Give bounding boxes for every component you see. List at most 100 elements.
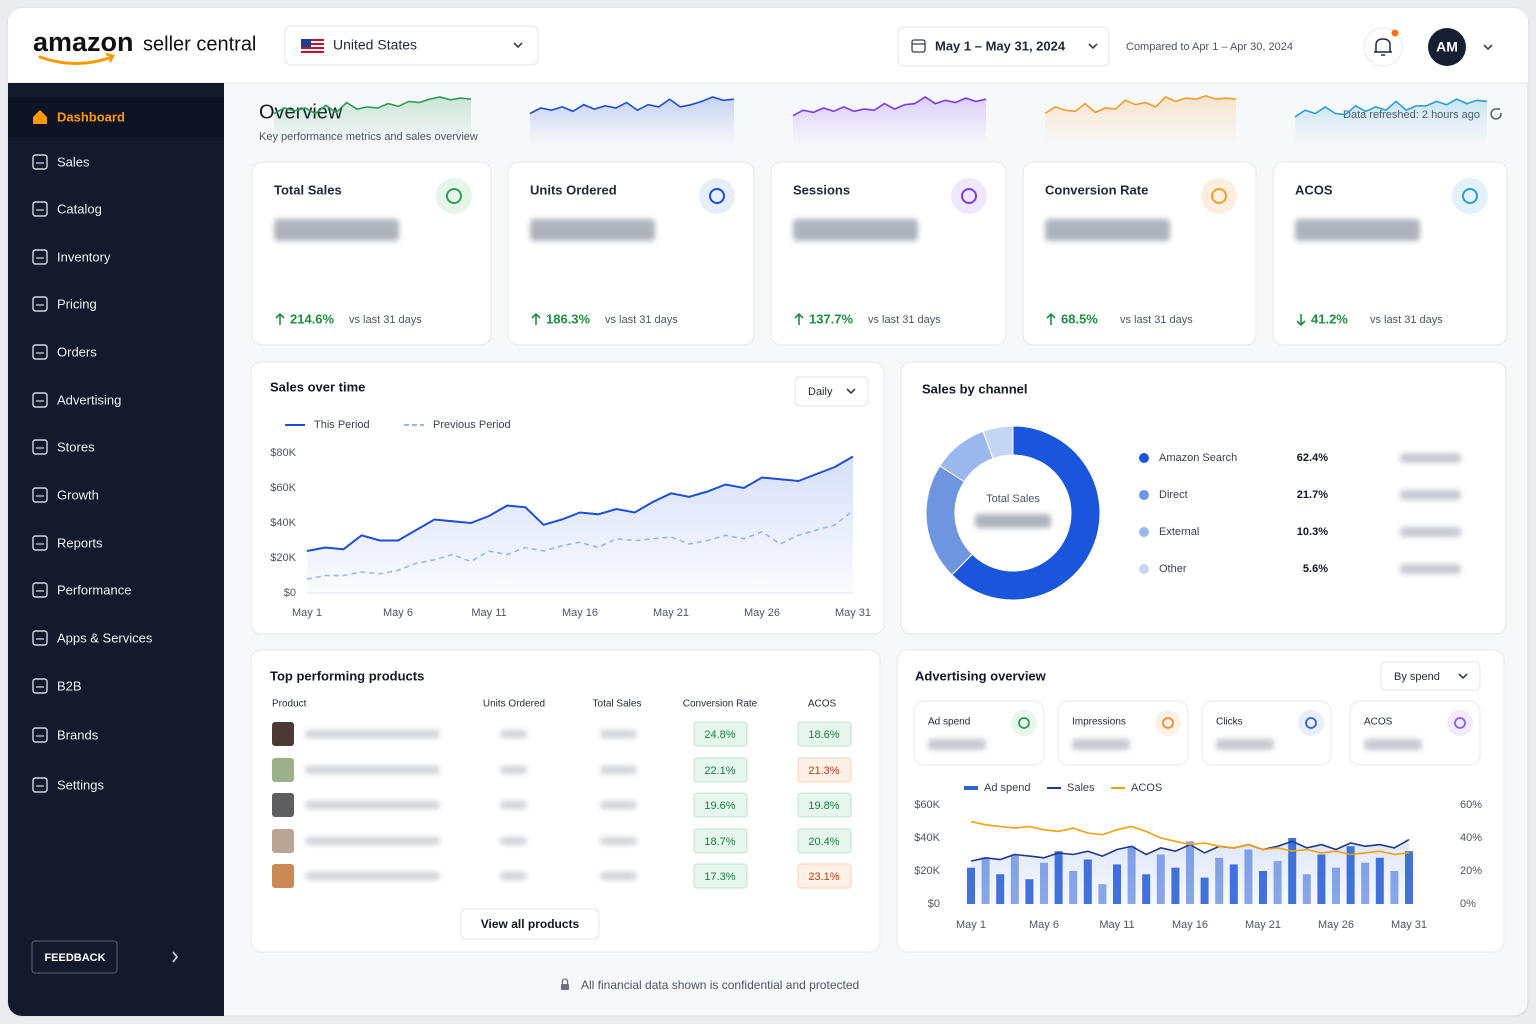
spend-dropdown[interactable] — [1380, 661, 1481, 691]
line-area — [307, 456, 853, 593]
view-all-button[interactable] — [460, 908, 600, 940]
sparkline-area — [1045, 95, 1236, 145]
app: amazon seller central United States May 1 –… — [8, 8, 1528, 1016]
metric-icon-bg — [1447, 710, 1473, 736]
kpi-icon-bg — [1201, 178, 1237, 214]
notification-button[interactable] — [1363, 27, 1403, 67]
change-arrow — [1296, 314, 1306, 327]
legend-label: Other — [1159, 563, 1187, 575]
blurred-value — [1295, 219, 1420, 241]
metric-icon — [1454, 717, 1466, 729]
dropdown-label: Daily — [808, 386, 833, 398]
footer-note: All financial data shown is confidential… — [581, 978, 859, 992]
nav-label: Pricing — [57, 296, 97, 311]
nav-item[interactable] — [20, 477, 210, 513]
legend-label: ACOS — [1131, 782, 1162, 794]
flag-canton — [301, 39, 311, 47]
metric-label: Ad spend — [928, 717, 970, 728]
legend-label: Direct — [1159, 489, 1188, 501]
x-tick-label: May 26 — [1318, 919, 1354, 931]
value-label: 5.6% — [1303, 563, 1328, 575]
donut-center-label: Total Sales — [986, 493, 1040, 505]
nav-icon — [32, 439, 48, 455]
nav-icon — [32, 777, 48, 793]
conversion-rate: 22.1% — [704, 765, 735, 777]
nav-label: B2B — [57, 678, 82, 693]
kpi-card — [1022, 161, 1257, 346]
logo-arrow — [105, 52, 115, 63]
blurred-value — [600, 801, 637, 809]
blurred-value — [793, 219, 918, 241]
nav-icon — [32, 392, 48, 408]
country: United States — [333, 37, 417, 53]
conversion-badge — [693, 863, 748, 889]
nav-icon — [32, 582, 48, 598]
nav-icon — [32, 201, 48, 217]
feedback-label: FEEDBACK — [44, 952, 105, 964]
sparkline — [273, 96, 472, 115]
product-thumbnail — [272, 829, 294, 853]
kpi-icon-bg — [1452, 178, 1488, 214]
blurred-value — [274, 219, 399, 241]
kpi-change: 68.5% — [1061, 311, 1098, 326]
legend-dot — [1139, 453, 1149, 463]
acos-badge — [797, 792, 852, 818]
refresh-icon — [1490, 108, 1502, 120]
table-title: Top performing products — [270, 668, 424, 683]
blurred-value — [500, 730, 527, 738]
collapse-icon — [172, 951, 179, 963]
conversion-badge — [693, 757, 748, 783]
nav-item[interactable] — [20, 668, 210, 704]
nav-item[interactable] — [20, 286, 210, 322]
nav-label: Orders — [57, 344, 97, 359]
nav-item[interactable] — [20, 717, 210, 753]
legend-label: Sales — [1067, 782, 1095, 794]
period-dropdown[interactable] — [794, 376, 869, 407]
feedback-button[interactable] — [31, 940, 118, 974]
kpi-icon — [709, 188, 725, 204]
nav-label: Brands — [57, 727, 99, 742]
conversion-rate: 24.8% — [704, 729, 735, 741]
chevron-icon — [846, 388, 856, 395]
flag-stripe — [301, 45, 324, 47]
line-series — [306, 510, 854, 580]
product-thumbnail — [272, 722, 294, 746]
nav-item[interactable] — [20, 334, 210, 370]
nav-item[interactable] — [20, 767, 210, 803]
x-tick-label: May 16 — [1172, 919, 1208, 931]
metric-label: Impressions — [1072, 717, 1126, 728]
nav-item[interactable] — [20, 191, 210, 227]
nav-item[interactable] — [20, 525, 210, 561]
acos: 18.6% — [808, 729, 839, 741]
column-header: Conversion Rate — [683, 699, 758, 710]
nav-item[interactable] — [20, 144, 210, 180]
acos: 19.8% — [808, 800, 839, 812]
bell-icon — [1374, 38, 1392, 56]
x-tick-label: May 31 — [1391, 919, 1427, 931]
y-tick-label: $20K — [270, 552, 296, 564]
sparkline — [1294, 98, 1488, 118]
chevron-icon — [513, 42, 523, 49]
change-arrow — [1046, 312, 1056, 325]
x-tick-label: May 21 — [653, 607, 689, 619]
kpi-label: ACOS — [1295, 182, 1333, 197]
conversion-rate: 18.7% — [704, 836, 735, 848]
avatar[interactable] — [1428, 28, 1466, 66]
nav-item[interactable] — [20, 239, 210, 275]
nav-label: Apps & Services — [57, 630, 153, 645]
sparkline — [1044, 95, 1237, 115]
x-tick-label: May 1 — [292, 607, 322, 619]
blurred-value — [1400, 453, 1461, 463]
logo-smile — [38, 55, 114, 65]
y-tick-label: $40K — [270, 517, 296, 529]
x-tick-label: May 21 — [1245, 919, 1281, 931]
nav-item[interactable] — [20, 429, 210, 465]
country-selector[interactable] — [284, 25, 539, 66]
date-selector[interactable] — [897, 26, 1110, 67]
metric-icon-bg — [1011, 710, 1037, 736]
nav-label: Performance — [57, 582, 131, 597]
nav-icon — [33, 110, 47, 124]
legend-dot — [1139, 490, 1149, 500]
kpi-change: 186.3% — [546, 311, 591, 326]
